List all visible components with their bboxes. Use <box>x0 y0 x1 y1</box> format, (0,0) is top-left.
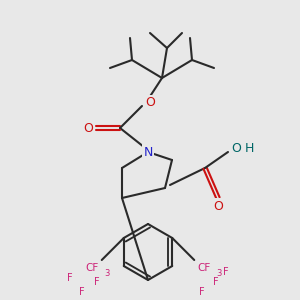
Text: O: O <box>83 122 93 134</box>
Text: 3: 3 <box>217 268 222 278</box>
Text: CF: CF <box>198 263 211 273</box>
Text: F: F <box>79 287 85 297</box>
Text: O: O <box>145 97 155 110</box>
Text: N: N <box>143 146 153 158</box>
Text: O: O <box>231 142 241 155</box>
Text: F: F <box>200 287 205 297</box>
Text: F: F <box>94 277 100 287</box>
Text: O: O <box>213 200 223 212</box>
Text: CF: CF <box>85 263 98 273</box>
Text: F: F <box>67 273 73 283</box>
Text: F: F <box>224 267 229 277</box>
Text: H: H <box>244 142 254 155</box>
Text: F: F <box>213 277 219 287</box>
Text: 3: 3 <box>104 268 110 278</box>
